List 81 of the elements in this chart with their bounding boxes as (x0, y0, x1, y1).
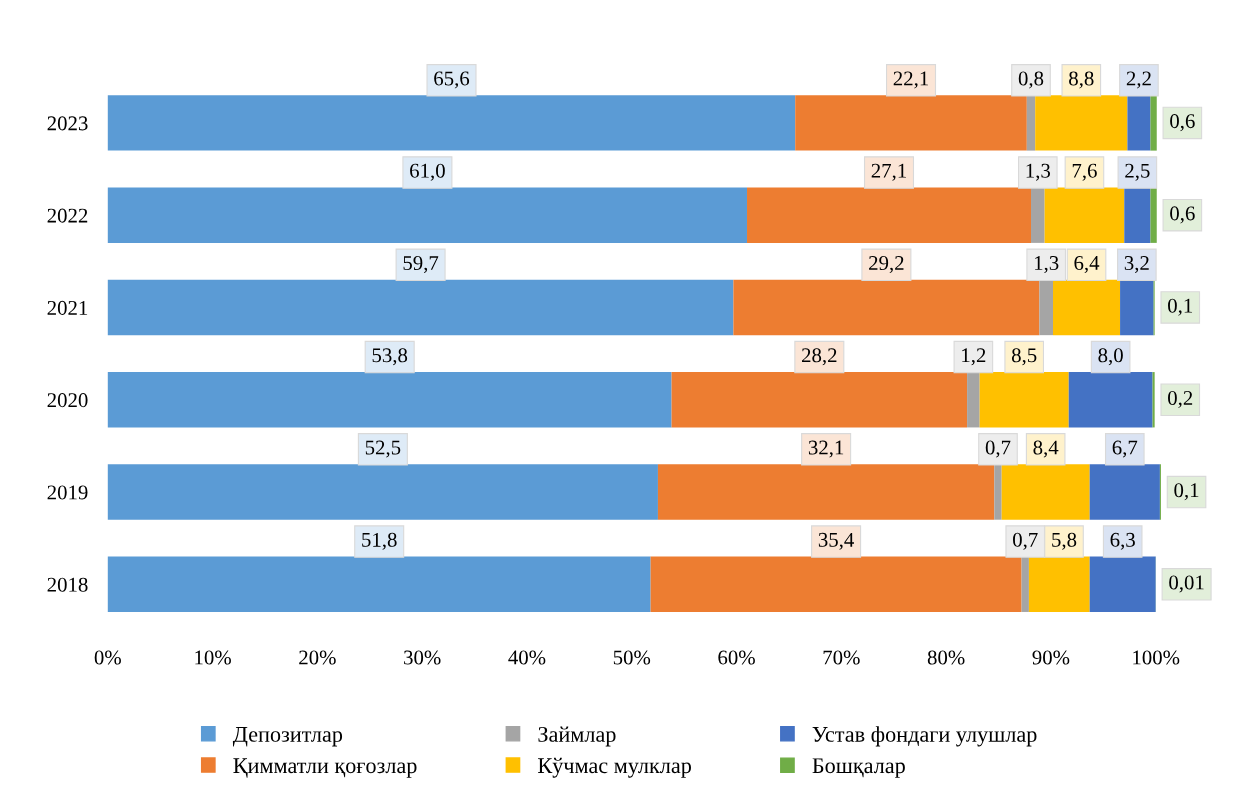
x-tick-label: 70% (823, 650, 860, 665)
data-label: 0,7 (1013, 532, 1038, 550)
data-label: 6,7 (1112, 440, 1138, 458)
x-tick-label: 60% (718, 650, 755, 665)
data-label: 7,6 (1072, 163, 1097, 181)
data-label: 6,3 (1110, 532, 1135, 550)
bar (1068, 372, 1153, 428)
x-tick-label: 0% (94, 650, 121, 665)
data-label: 0,01 (1169, 575, 1204, 593)
bar (733, 279, 1040, 336)
bar (1001, 464, 1090, 520)
x-tick-label: 50% (613, 650, 651, 665)
bar (107, 372, 672, 428)
data-label: 65,6 (434, 71, 470, 89)
data-label: 61,0 (410, 163, 445, 181)
data-label: 52,5 (365, 440, 401, 458)
legend-label: Устав фондаги улушлар (812, 726, 1037, 747)
legend-label: Кўчмас мулклар (538, 757, 691, 778)
data-label: 8,8 (1069, 71, 1094, 89)
y-tick-label: 2019 (47, 485, 88, 500)
bar (1152, 372, 1155, 428)
bar (107, 464, 658, 520)
bar (795, 95, 1027, 151)
data-label: 29,2 (869, 256, 904, 274)
bar (1021, 556, 1029, 612)
y-tick-label: 2023 (47, 116, 88, 131)
bar (979, 372, 1069, 428)
data-label: 32,1 (808, 440, 844, 458)
bar (650, 556, 1022, 612)
bar (107, 95, 796, 151)
bar (1150, 95, 1157, 151)
bar (1150, 187, 1157, 243)
bar (107, 187, 748, 243)
bar (1035, 95, 1128, 151)
data-label: 59,7 (403, 256, 439, 274)
data-label: 8,5 (1011, 348, 1037, 366)
data-label: 0,8 (1018, 71, 1044, 89)
data-label: 0,7 (985, 440, 1011, 458)
bar (994, 464, 1002, 520)
x-tick-label: 40% (508, 650, 546, 665)
bar (107, 279, 734, 336)
bar (1026, 95, 1036, 151)
data-label: 0,1 (1174, 483, 1199, 501)
legend-label: Қимматли қоғозлар (233, 758, 417, 778)
data-label: 5,8 (1052, 532, 1077, 550)
data-label: 1,2 (962, 348, 986, 366)
x-tick-label: 80% (927, 650, 965, 665)
data-label: 0,1 (1168, 298, 1193, 316)
data-label: 2,2 (1126, 71, 1151, 89)
x-tick-label: 90% (1032, 650, 1070, 665)
x-tick-label: 20% (299, 650, 336, 665)
bar (657, 464, 995, 520)
data-label: 3,2 (1124, 256, 1149, 274)
data-label: 22,1 (893, 71, 928, 89)
data-label: 27,1 (871, 163, 906, 181)
bar (671, 372, 968, 428)
data-label: 28,2 (802, 348, 837, 366)
data-label: 0,6 (1170, 114, 1195, 132)
y-tick-label: 2021 (47, 300, 88, 315)
data-label: 1,3 (1035, 256, 1059, 274)
x-tick-label: 10% (195, 650, 231, 665)
y-tick-label: 2020 (47, 393, 88, 408)
legend-label: Займлар (538, 726, 616, 747)
legend-label: Депозитлар (232, 727, 343, 747)
data-label: 35,4 (818, 532, 854, 550)
bar (747, 187, 1031, 243)
data-label: 1,3 (1026, 163, 1051, 181)
data-label: 0,2 (1168, 390, 1193, 408)
data-label: 8,0 (1098, 348, 1123, 366)
data-label: 53,8 (372, 348, 408, 366)
bar (107, 556, 651, 612)
legend-label: Бошқалар (812, 758, 905, 778)
data-label: 6,4 (1074, 256, 1100, 274)
x-tick-label: 30% (404, 650, 441, 665)
data-label: 2,5 (1125, 163, 1150, 181)
y-tick-label: 2018 (47, 577, 88, 592)
data-label: 8,4 (1033, 440, 1059, 458)
data-label: 51,8 (362, 532, 397, 550)
data-label: 0,6 (1170, 206, 1195, 224)
x-tick-label: 100% (1133, 650, 1180, 665)
y-tick-label: 2022 (47, 208, 88, 223)
